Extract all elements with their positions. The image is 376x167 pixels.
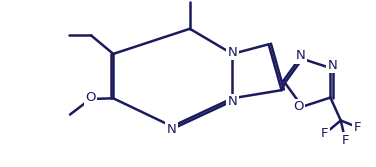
Text: N: N bbox=[327, 58, 337, 71]
Text: F: F bbox=[341, 134, 349, 147]
Text: N: N bbox=[228, 46, 238, 59]
Text: N: N bbox=[227, 96, 237, 109]
Text: N: N bbox=[167, 123, 176, 136]
Text: O: O bbox=[293, 100, 304, 113]
Text: N: N bbox=[296, 49, 305, 62]
Text: F: F bbox=[321, 127, 328, 140]
Text: F: F bbox=[354, 121, 361, 134]
Text: O: O bbox=[85, 91, 96, 104]
